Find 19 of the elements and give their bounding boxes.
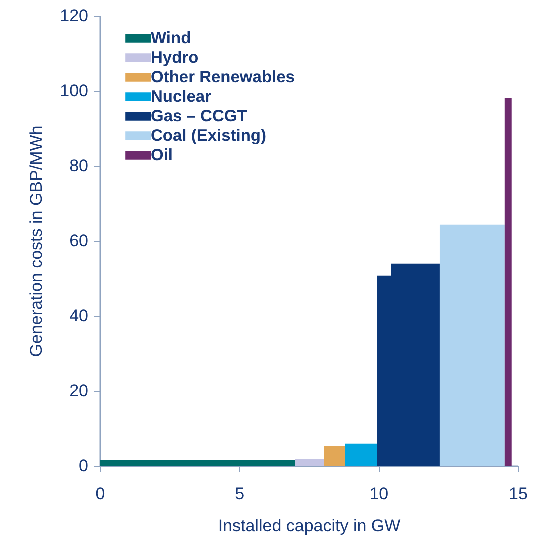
legend-label: Gas – CCGT — [151, 108, 248, 126]
legend-label: Nuclear — [151, 88, 212, 106]
y-tick-label: 20 — [70, 382, 88, 400]
y-axis-title: Generation costs in GBP/MWh — [27, 126, 46, 358]
y-tick-label: 80 — [70, 156, 88, 176]
y-tick-label: 60 — [70, 232, 88, 250]
x-tick-label: 10 — [370, 484, 389, 504]
y-tick-label: 40 — [70, 306, 88, 326]
legend-label: Oil — [151, 146, 174, 164]
y-tick-label: 120 — [60, 6, 88, 26]
legend-label: Other Renewables — [151, 68, 295, 86]
legend-label: Hydro — [151, 49, 199, 67]
legend-label: Coal (Existing) — [151, 127, 267, 145]
x-axis-title: Installed capacity in GW — [218, 516, 401, 536]
y-tick-label: 0 — [79, 456, 88, 476]
x-tick-label: 5 — [235, 484, 245, 504]
x-tick-label: 15 — [509, 484, 528, 504]
y-tick-label: 100 — [60, 82, 88, 100]
x-tick-label: 0 — [96, 484, 106, 504]
